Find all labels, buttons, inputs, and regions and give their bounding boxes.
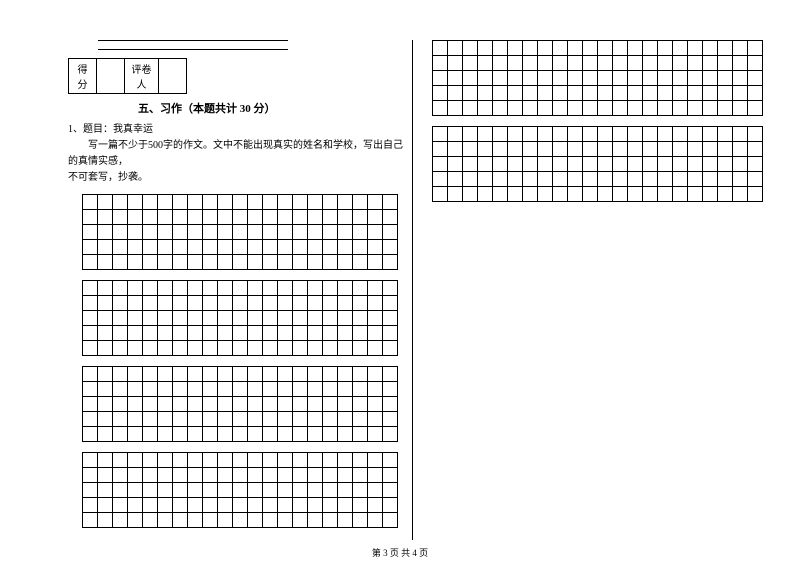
question-number: 1、题目：我真幸运 — [68, 122, 412, 138]
left-column: 得分 评卷人 五、习作（本题共计 30 分） 1、题目：我真幸运 写一篇不少于5… — [68, 40, 412, 528]
grid-block — [432, 40, 763, 116]
blank-line — [98, 40, 288, 41]
score-label: 得分 — [69, 59, 97, 94]
grid-block — [82, 194, 398, 270]
writing-grid-right — [432, 40, 770, 202]
question-line: 不可套写，抄袭。 — [68, 170, 412, 186]
blank-line — [98, 49, 288, 50]
score-box: 得分 评卷人 — [68, 58, 187, 94]
section-title: 五、习作（本题共计 30 分） — [138, 100, 412, 116]
page-footer: 第 3 页 共 4 页 — [0, 546, 800, 559]
grid-block — [82, 452, 398, 528]
score-value-cell — [97, 59, 125, 94]
column-divider — [412, 40, 413, 540]
grid-block — [432, 126, 763, 202]
right-column — [432, 40, 770, 202]
reviewer-value-cell — [159, 59, 187, 94]
grid-block — [82, 280, 398, 356]
reviewer-label: 评卷人 — [125, 59, 159, 94]
writing-grid-left — [82, 194, 412, 528]
grid-block — [82, 366, 398, 442]
question-line: 写一篇不少于500字的作文。文中不能出现真实的姓名和学校，写出自己的真情实感， — [68, 138, 412, 170]
